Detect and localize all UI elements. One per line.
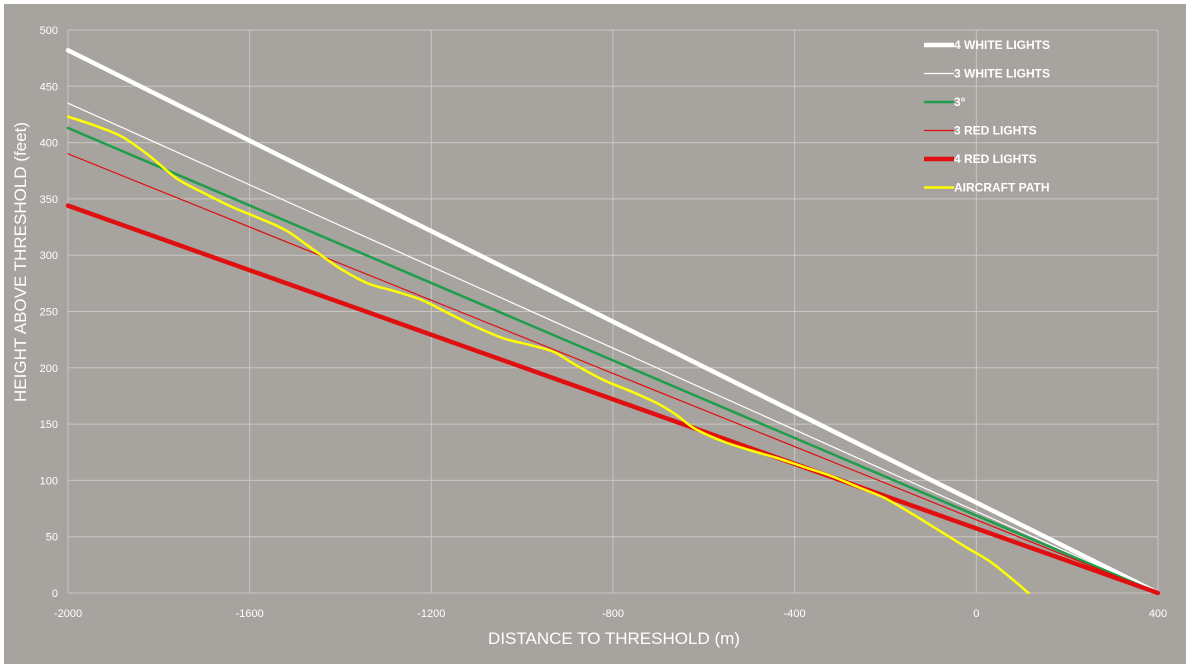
- x-tick-label: -800: [602, 608, 624, 620]
- x-axis-title: DISTANCE TO THRESHOLD (m): [488, 629, 740, 648]
- legend-label: 3 RED LIGHTS: [954, 124, 1037, 138]
- y-tick-label: 500: [40, 25, 58, 37]
- y-tick-label: 450: [40, 81, 58, 93]
- y-tick-label: 350: [40, 194, 58, 206]
- y-tick-label: 50: [46, 532, 58, 544]
- series-line-1: [67, 102, 1159, 594]
- y-tick-label: 300: [40, 250, 58, 262]
- series-line-5: [66, 115, 1030, 595]
- x-tick-label: -400: [784, 608, 806, 620]
- y-tick-label: 0: [52, 588, 58, 600]
- y-tick-label: 100: [40, 475, 58, 487]
- x-tick-label: -1200: [417, 608, 445, 620]
- grid-layer: [67, 29, 1159, 594]
- y-axis-title: HEIGHT ABOVE THRESHOLD (feet): [11, 122, 30, 402]
- series-layer: [65, 48, 1161, 596]
- series-line-4: [65, 203, 1161, 596]
- x-tick-label: -1600: [236, 608, 264, 620]
- legend-label: 3°: [954, 95, 966, 109]
- legend: 4 WHITE LIGHTS 3 WHITE LIGHTS 3° 3 RED LIGH…: [924, 38, 1050, 195]
- glide-slope-chart: 0 50 100 150 200 250 300 350 400 450 500 -2000 -160…: [11, 25, 1167, 648]
- series-line-3: [67, 153, 1159, 594]
- x-tick-label: -2000: [54, 608, 82, 620]
- legend-label: 3 WHITE LIGHTS: [954, 67, 1050, 81]
- legend-label: 4 RED LIGHTS: [954, 152, 1037, 166]
- chart-frame: 0 50 100 150 200 250 300 350 400 450 500 -2000 -160…: [4, 4, 1186, 664]
- legend-label: 4 WHITE LIGHTS: [954, 38, 1050, 52]
- y-tick-labels: 0 50 100 150 200 250 300 350 400 450 500: [40, 25, 58, 600]
- legend-label: AIRCRAFT PATH: [954, 181, 1050, 195]
- y-tick-label: 150: [40, 419, 58, 431]
- x-tick-labels: -2000 -1600 -1200 -800 -400 0 400: [54, 608, 1167, 620]
- x-tick-label: 0: [973, 608, 979, 620]
- y-tick-label: 250: [40, 307, 58, 319]
- y-tick-label: 200: [40, 363, 58, 375]
- series-line-0: [65, 48, 1161, 596]
- series-line-2: [66, 126, 1160, 595]
- x-tick-label: 400: [1149, 608, 1167, 620]
- y-tick-label: 400: [40, 138, 58, 150]
